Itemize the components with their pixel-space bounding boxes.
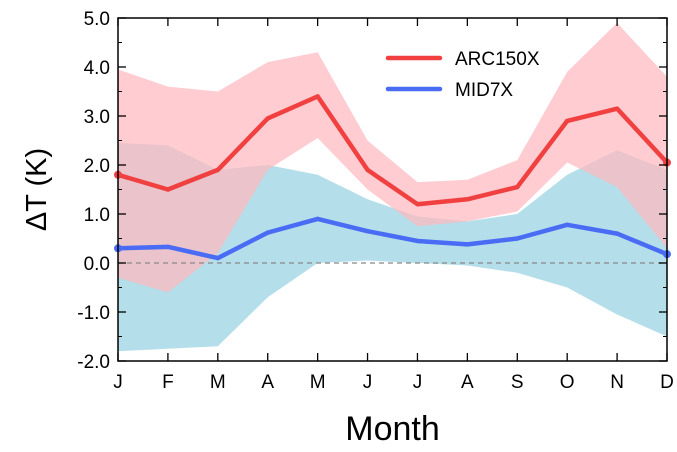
y-axis-ticks: -2.0 -1.0 0.0 1.0 2.0 3.0 4.0 5.0 xyxy=(77,9,667,373)
mid7x-range-band xyxy=(118,142,667,352)
mid7x-point xyxy=(365,228,370,234)
x-tick-label: F xyxy=(162,372,174,393)
x-tick-label: M xyxy=(210,372,226,393)
series-lines xyxy=(114,94,671,261)
y-tick-label: 1.0 xyxy=(84,205,110,226)
legend: ARC150X MID7X xyxy=(385,49,540,101)
x-tick-label: M xyxy=(310,372,326,393)
x-tick-label: S xyxy=(511,372,524,393)
mid7x-point xyxy=(515,236,520,241)
y-tick-label: 5.0 xyxy=(84,9,110,30)
x-tick-label: A xyxy=(461,372,474,393)
x-tick-label: D xyxy=(660,372,674,393)
arc150x-point xyxy=(365,167,370,173)
arc150x-point xyxy=(614,106,620,111)
arc150x-legend-label: ARC150X xyxy=(455,49,540,70)
uncertainty-bands xyxy=(118,22,667,352)
arc150x-line xyxy=(115,94,670,207)
y-axis-label: ΔT (K) xyxy=(21,148,53,231)
y-tick-label: 3.0 xyxy=(84,107,110,128)
arc150x-range-band xyxy=(118,22,667,293)
x-tick-label: J xyxy=(113,372,123,393)
x-tick-label: J xyxy=(363,372,373,393)
x-tick-label: A xyxy=(261,372,274,393)
y-tick-label: 0.0 xyxy=(84,254,110,275)
arc150x-point xyxy=(265,116,270,121)
arc150x-point xyxy=(165,187,171,192)
mid7x-legend-label: MID7X xyxy=(455,80,513,101)
arc150x-point xyxy=(465,197,470,202)
mid7x-point xyxy=(564,222,570,227)
y-tick-label: -1.0 xyxy=(77,303,110,324)
mid7x-point xyxy=(315,216,320,222)
arc150x-point xyxy=(315,94,320,99)
y-tick-label: -2.0 xyxy=(77,352,110,373)
x-axis-label: Month xyxy=(345,410,440,448)
mid7x-point xyxy=(614,231,620,236)
mid7x-point xyxy=(415,238,420,244)
mid7x-point xyxy=(215,255,221,261)
x-tick-label: O xyxy=(560,372,575,393)
mid7x-line xyxy=(115,216,670,261)
mid7x-point xyxy=(165,244,171,250)
y-tick-label: 4.0 xyxy=(84,58,110,79)
x-tick-label: J xyxy=(413,372,423,393)
mid7x-point xyxy=(265,230,270,235)
arc150x-point xyxy=(415,202,420,207)
arc150x-point xyxy=(515,184,520,190)
y-tick-label: 2.0 xyxy=(84,156,110,177)
x-tick-label: N xyxy=(610,372,624,393)
arc150x-point xyxy=(564,118,570,124)
mid7x-point xyxy=(465,242,470,247)
arc150x-point xyxy=(215,167,221,173)
